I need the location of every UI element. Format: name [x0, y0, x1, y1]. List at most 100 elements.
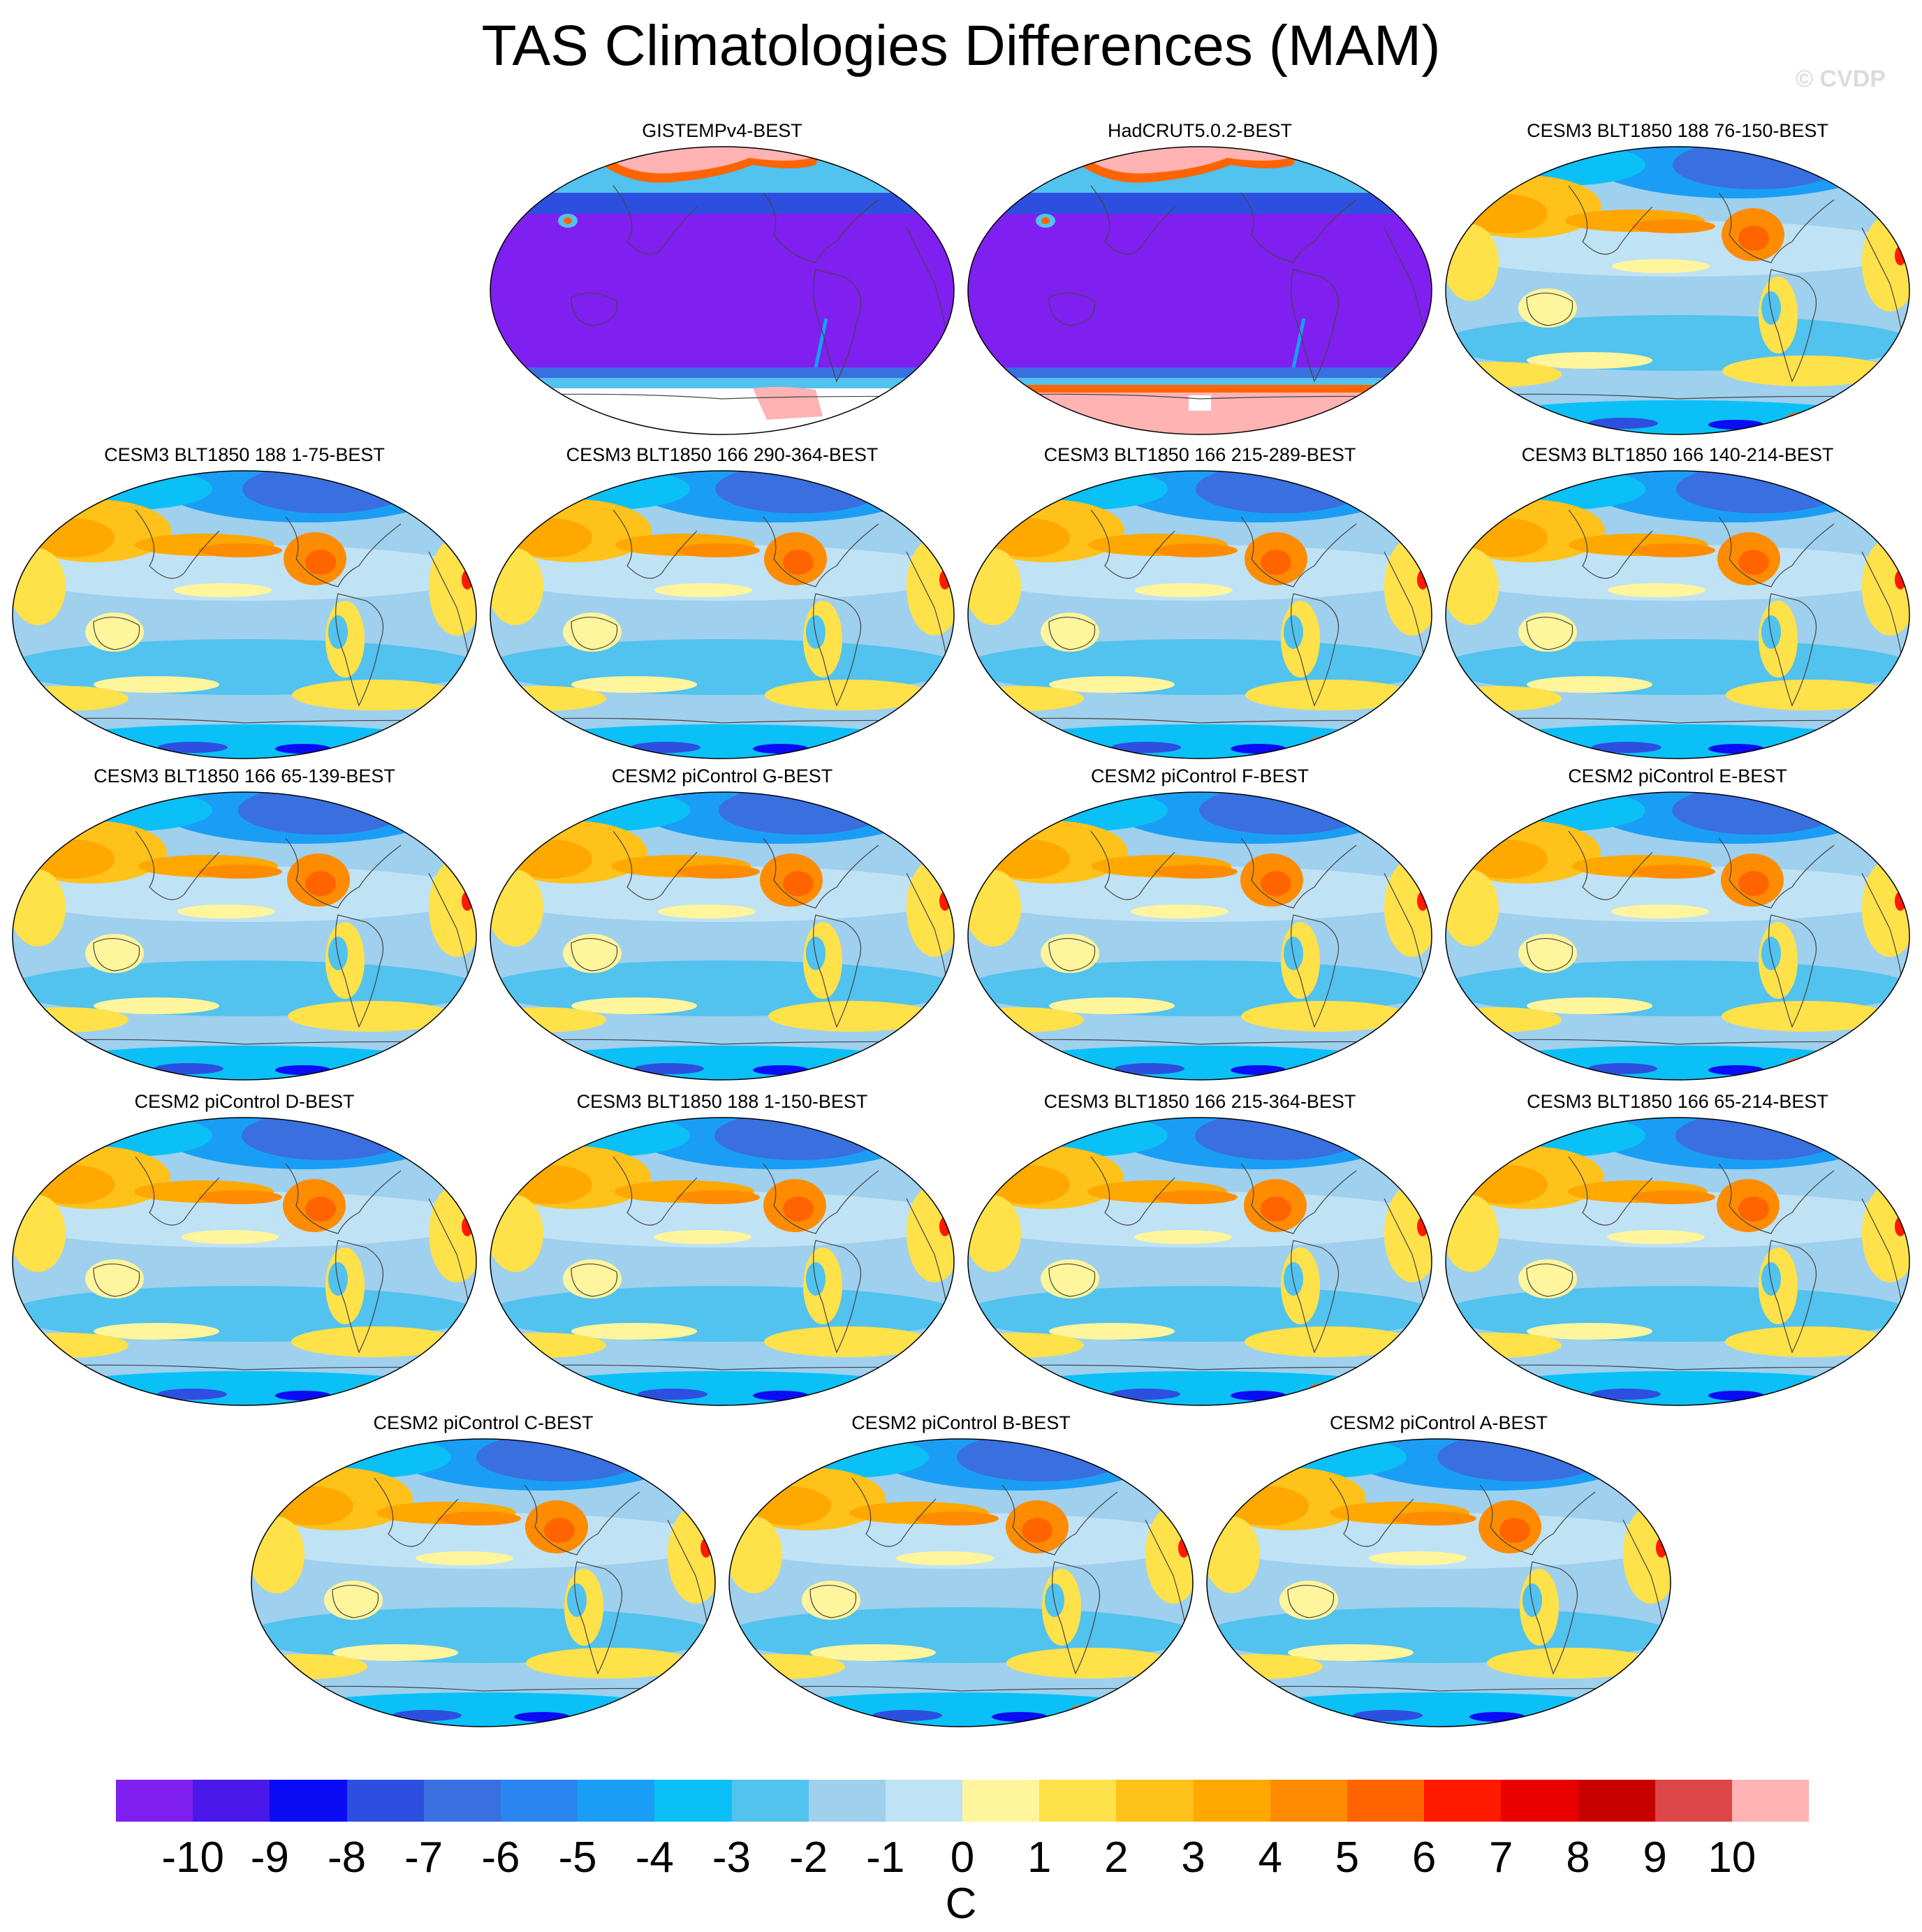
antarctic-cold-core	[634, 1063, 704, 1074]
africa-hot	[939, 891, 951, 911]
map-panel: CESM2 piControl G-BEST	[487, 764, 957, 1092]
samerica-coastline	[1768, 269, 1817, 383]
tropical-yellow	[1611, 905, 1709, 919]
world-map	[967, 791, 1432, 1081]
antarctic-cold	[1468, 400, 1887, 434]
samerica-coastline	[813, 269, 862, 383]
colorbar-box	[962, 1780, 1040, 1822]
antarctic-cold-core	[1708, 1391, 1764, 1400]
antarctic-cold-core	[154, 1063, 223, 1074]
panel-title: CESM3 BLT1850 166 65-214-BEST	[1527, 1091, 1828, 1112]
colorbar-box	[1270, 1780, 1347, 1822]
world-map	[490, 146, 955, 435]
africa-hot	[1656, 1538, 1667, 1558]
tropical-yellow	[1607, 1230, 1705, 1244]
antarctic-cold-core	[872, 1710, 942, 1721]
antarctic-cold	[274, 1692, 693, 1727]
panel-title: CESM3 BLT1850 188 1-150-BEST	[576, 1091, 868, 1112]
tropical-yellow	[1369, 1551, 1467, 1565]
asia-coastline	[1568, 830, 1653, 900]
australia-coastline	[1526, 1263, 1573, 1297]
world-map	[1445, 1117, 1910, 1406]
antarctic-cold	[513, 1046, 932, 1080]
africa-coastline	[1384, 551, 1432, 671]
colorbar-box	[808, 1780, 886, 1822]
map-outline	[12, 791, 477, 1081]
antarctica-no-data	[1189, 395, 1211, 411]
pacific-warm-core	[198, 865, 282, 879]
colorbar-box	[1424, 1780, 1502, 1822]
colorbar-box	[1655, 1780, 1732, 1822]
colorbar-tick-label: -1	[866, 1834, 905, 1882]
antarctic-cold-core	[514, 1712, 570, 1722]
india-warm	[13, 548, 66, 625]
antarctic-cold-core	[1587, 1063, 1657, 1074]
figure-title: TAS Climatologies Differences (MAM)	[481, 14, 1441, 78]
namerica-hot	[1499, 1518, 1530, 1543]
namerica-hot	[1738, 550, 1769, 575]
antarctica-coastline	[23, 717, 464, 724]
colorbar-tick-label: -10	[161, 1834, 224, 1882]
world-map	[1206, 1438, 1671, 1727]
southern-ocean-warm	[288, 1001, 455, 1032]
namerica-coastline	[285, 837, 402, 909]
map-outline	[490, 470, 955, 759]
antarctica-coastline	[23, 1039, 464, 1045]
antarctic-cold-core	[1353, 1710, 1423, 1721]
south-pacific-yellow	[94, 997, 219, 1014]
world-map	[251, 1438, 716, 1727]
panel-title: CESM2 piControl E-BEST	[1568, 766, 1787, 786]
samerica-coastline	[1768, 593, 1817, 707]
australia-coastline	[571, 616, 618, 650]
africa-hot	[939, 570, 951, 590]
australia-coastline	[571, 292, 618, 326]
europe-patch-core	[564, 217, 572, 224]
namerica-hot	[1261, 871, 1291, 896]
antarctica-no-data	[490, 388, 954, 434]
europe-patch-core	[1041, 217, 1050, 224]
africa-hot	[462, 891, 473, 911]
australia	[563, 613, 622, 652]
map-field	[1207, 1439, 1671, 1727]
asia-coastline	[135, 509, 220, 579]
pacific-warm-core	[1631, 1190, 1715, 1204]
pacific-warm-core	[198, 543, 282, 557]
antarctic-warm-spot	[355, 1383, 389, 1394]
namerica-hot	[305, 550, 336, 575]
map-panel: CESM2 piControl E-BEST	[1443, 764, 1912, 1092]
africa-hot	[1178, 1538, 1189, 1558]
asia-coastline	[135, 830, 220, 900]
antarctic-cold-core	[275, 1065, 331, 1075]
australia	[1041, 613, 1099, 652]
map-panel: CESM3 BLT1850 166 215-364-BEST	[965, 1090, 1435, 1418]
asia-coastline	[612, 830, 698, 900]
map-field	[251, 1439, 715, 1727]
antarctic-cold	[35, 1046, 454, 1080]
panel-title: CESM2 piControl D-BEST	[134, 1091, 355, 1112]
colorbar-box	[654, 1780, 732, 1822]
map-field	[490, 471, 954, 759]
asia-coastline	[1090, 509, 1175, 579]
samerica-coastline	[813, 914, 862, 1028]
colorbar-tick-label: 9	[1643, 1834, 1667, 1882]
india-warm	[968, 870, 1021, 946]
map-field	[968, 471, 1432, 759]
namerica-coastline	[1718, 516, 1835, 587]
samerica-coastline	[1052, 1561, 1101, 1675]
namerica-hot	[1738, 1196, 1769, 1222]
colorbar-box	[1347, 1780, 1425, 1822]
namerica-coastline	[763, 1163, 879, 1234]
antarctica-coastline	[978, 1364, 1420, 1370]
namerica-coastline	[524, 1484, 640, 1556]
south-pacific-yellow	[1049, 676, 1175, 693]
colorbar-tick-label: -2	[789, 1834, 828, 1882]
southern-ocean-warm	[1726, 680, 1893, 710]
namerica-hot	[544, 1518, 575, 1543]
panel-title: CESM3 BLT1850 166 290-364-BEST	[566, 444, 879, 465]
map-field	[1446, 792, 1909, 1080]
australia-coastline	[1526, 616, 1573, 650]
world-map	[1445, 470, 1910, 759]
samerica-coastline	[335, 914, 384, 1028]
south-pacific-yellow	[810, 1644, 936, 1661]
africa-hot	[1417, 570, 1428, 590]
